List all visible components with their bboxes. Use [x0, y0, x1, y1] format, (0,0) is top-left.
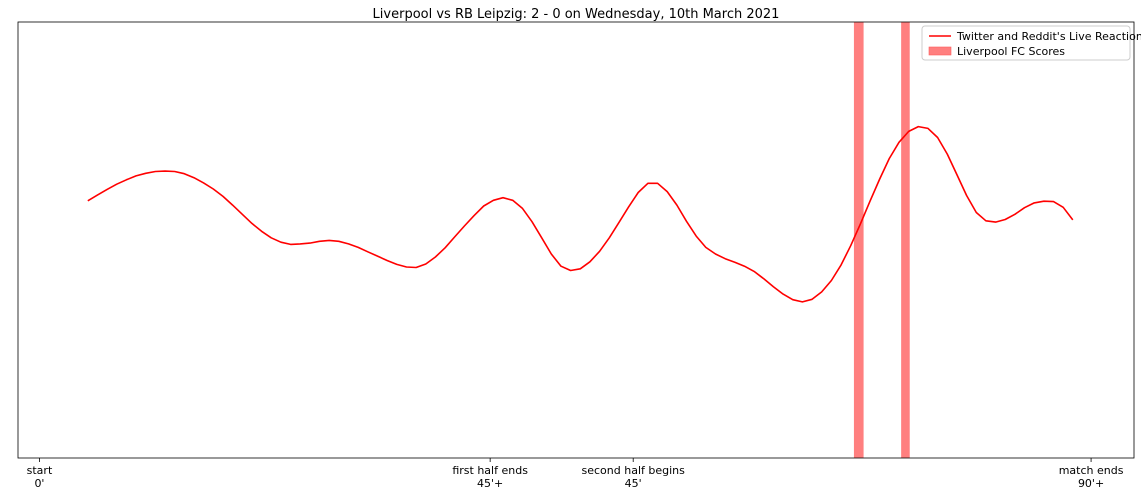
score-bar-1 [853, 22, 864, 458]
legend-bar-swatch [928, 46, 952, 56]
legend-label-reaction: Twitter and Reddit's Live Reaction [956, 30, 1141, 43]
plot-area-frame [17, 21, 1135, 459]
reaction-line [87, 125, 1074, 303]
legend-box [921, 25, 1131, 61]
legend-label-scores: Liverpool FC Scores [957, 45, 1065, 58]
x-tick-label: start 0' [27, 464, 53, 490]
score-bar-2 [901, 22, 910, 458]
chart-title: Liverpool vs RB Leipzig: 2 - 0 on Wednes… [373, 7, 780, 22]
legend: Twitter and Reddit's Live Reaction Liver… [921, 25, 1141, 61]
x-tick-label: second half begins 45' [582, 464, 686, 490]
x-tick-label: match ends 90'+ [1059, 464, 1124, 490]
x-tick-label: first half ends 45'+ [452, 464, 528, 490]
